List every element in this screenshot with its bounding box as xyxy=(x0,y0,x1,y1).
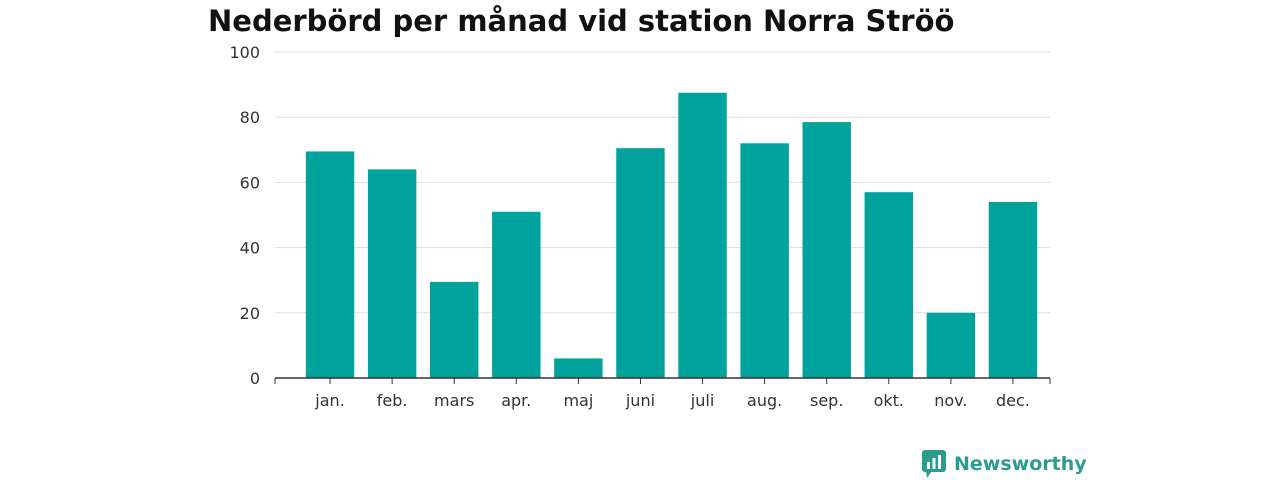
y-tick-label: 40 xyxy=(240,239,260,258)
x-tick-label: sep. xyxy=(810,391,843,410)
brand-logo: Newsworthy xyxy=(922,450,1087,478)
x-tick-label: juli xyxy=(690,391,714,410)
y-tick-label: 60 xyxy=(240,173,260,192)
bar xyxy=(864,192,914,378)
y-tick-label: 0 xyxy=(250,369,260,388)
bar xyxy=(367,169,417,378)
bar xyxy=(678,92,727,378)
x-tick-label: nov. xyxy=(934,391,967,410)
x-tick-label: mars xyxy=(434,391,474,410)
y-tick-label: 20 xyxy=(240,304,260,323)
bar xyxy=(802,122,851,378)
y-tick-labels: 0 20 40 60 80 100 xyxy=(229,43,260,388)
brand-name: Newsworthy xyxy=(954,453,1087,475)
bar xyxy=(305,151,355,378)
bar xyxy=(429,281,479,378)
x-tick-label: dec. xyxy=(996,391,1030,410)
x-tick-label: okt. xyxy=(874,391,904,410)
axes xyxy=(274,377,1051,384)
y-tick-label: 80 xyxy=(240,108,260,127)
x-tick-labels: jan. feb. mars apr. maj juni juli aug. sep. okt. n… xyxy=(314,391,1030,410)
bar xyxy=(554,358,603,378)
x-tick-label: apr. xyxy=(501,391,531,410)
bar xyxy=(740,143,789,378)
bar xyxy=(988,201,1038,378)
y-tick-label: 100 xyxy=(229,43,260,62)
bar xyxy=(926,312,976,378)
bar xyxy=(616,148,665,378)
x-tick-label: maj xyxy=(563,391,593,410)
x-tick-label: aug. xyxy=(747,391,782,410)
x-tick-label: juni xyxy=(625,391,655,410)
chart-title: Nederbörd per månad vid station Norra St… xyxy=(208,4,955,38)
newsworthy-logo-icon xyxy=(922,450,946,478)
bar xyxy=(492,211,541,378)
x-tick-label: feb. xyxy=(377,391,408,410)
x-tick-label: jan. xyxy=(314,391,344,410)
bars xyxy=(305,92,1038,378)
